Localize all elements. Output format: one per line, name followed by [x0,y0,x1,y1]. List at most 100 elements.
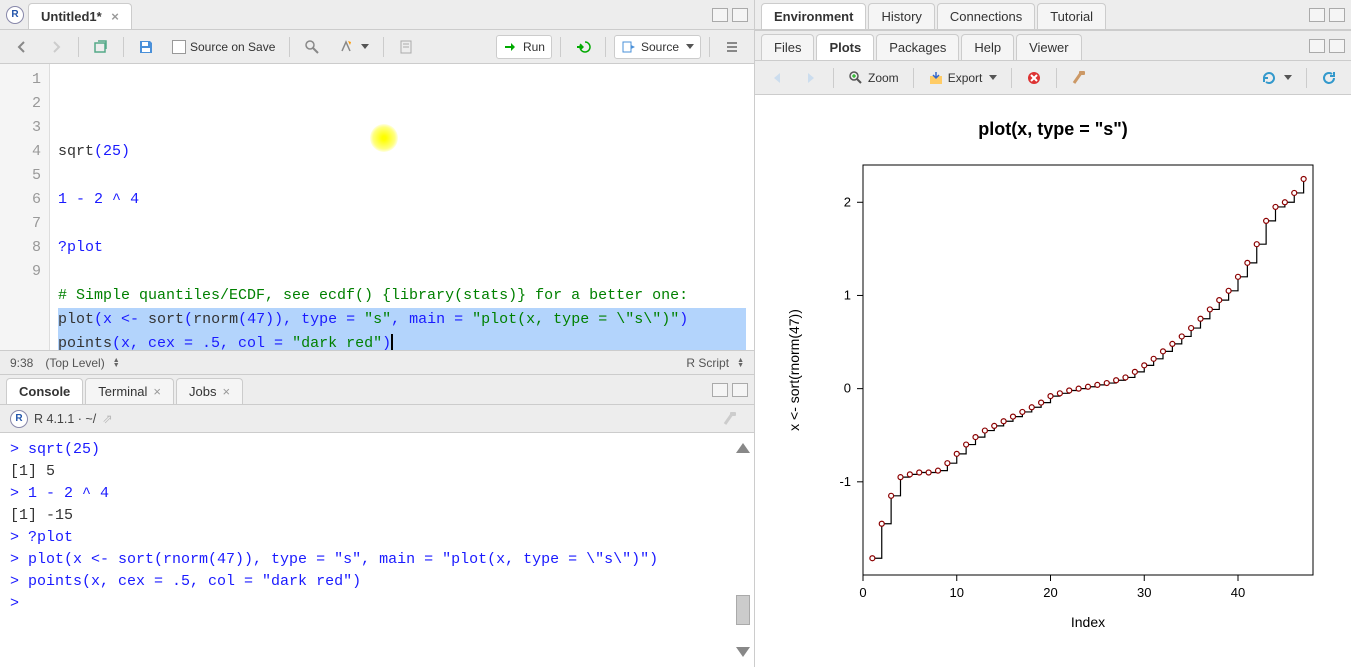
console-line: > plot(x <- sort(rnorm(47)), type = "s",… [10,549,744,571]
code-tools-button[interactable] [332,36,375,58]
plots-pane-controls [1309,39,1345,53]
close-icon[interactable]: × [153,384,161,399]
console-line: [1] -15 [10,505,744,527]
maximize-pane-icon[interactable] [732,383,748,397]
maximize-pane-icon[interactable] [1329,8,1345,22]
code-area[interactable]: sqrt(25) 1 - 2 ^ 4 ?plot # Simple quanti… [50,64,754,350]
line-gutter: 123456789 [0,64,50,350]
code-line[interactable]: points(x, cex = .5, col = "dark red") [58,332,746,350]
env-tab-history[interactable]: History [868,3,934,29]
remove-plot-button[interactable] [1020,67,1048,89]
svg-text:40: 40 [1231,585,1245,600]
scope-selector[interactable]: (Top Level)▲▼ [45,356,119,370]
files-tab-packages[interactable]: Packages [876,34,959,60]
refresh-plot-button[interactable] [1255,67,1298,89]
code-line[interactable] [58,164,746,188]
console-version: R 4.1.1 · ~/ [34,412,96,426]
clear-console-button[interactable] [716,408,744,430]
language-selector[interactable]: R Script▲▼ [686,356,744,370]
plots-toolbar: Zoom Export [755,61,1351,95]
plot-prev-button[interactable] [763,67,791,89]
files-tab-files[interactable]: Files [761,34,814,60]
env-tab-environment[interactable]: Environment [761,3,866,29]
console-tab-console[interactable]: Console [6,378,83,404]
save-button[interactable] [132,36,160,58]
source-on-save-label: Source on Save [190,40,275,54]
console-scrollbar[interactable] [734,443,752,657]
files-tabs: FilesPlotsPackagesHelpViewer [755,31,1351,61]
env-pane-controls [1309,8,1345,22]
compile-report-button[interactable] [392,36,420,58]
console-header: R R 4.1.1 · ~/ ⇗ [0,405,754,433]
source-btn-label: Source [641,40,679,54]
source-pane-controls [712,8,748,22]
export-button[interactable]: Export [922,67,1004,89]
console-line: > [10,593,744,615]
maximize-pane-icon[interactable] [1329,39,1345,53]
close-icon[interactable]: × [222,384,230,399]
left-column: R Untitled1* × Source on Save Ru [0,0,755,667]
code-line[interactable] [58,212,746,236]
code-line[interactable]: # Simple quantiles/ECDF, see ecdf() {lib… [58,284,746,308]
show-in-new-window-button[interactable] [87,36,115,58]
r-logo-icon: R [10,410,28,428]
console-line: > 1 - 2 ^ 4 [10,483,744,505]
console-line: [1] 5 [10,461,744,483]
source-button[interactable]: Source [614,35,701,59]
close-tab-icon[interactable]: × [111,9,119,24]
svg-text:30: 30 [1137,585,1151,600]
source-tab-title: Untitled1* [41,9,102,24]
minimize-pane-icon[interactable] [712,383,728,397]
minimize-pane-icon[interactable] [1309,39,1325,53]
console-body[interactable]: > sqrt(25)[1] 5> 1 - 2 ^ 4[1] -15> ?plot… [0,433,754,667]
source-on-save-checkbox[interactable]: Source on Save [166,37,281,57]
source-editor[interactable]: 123456789 sqrt(25) 1 - 2 ^ 4 ?plot # Sim… [0,64,754,350]
console-pane: ConsoleTerminal×Jobs× R R 4.1.1 · ~/ ⇗ >… [0,375,754,667]
plot-svg: plot(x, type = "s")010203040-1012Indexx … [773,105,1333,645]
scroll-up-icon[interactable] [736,443,750,453]
svg-text:10: 10 [950,585,964,600]
forward-button[interactable] [42,36,70,58]
scroll-down-icon[interactable] [736,647,750,657]
find-button[interactable] [298,36,326,58]
console-pane-controls [712,383,748,397]
minimize-pane-icon[interactable] [712,8,728,22]
rerun-button[interactable] [569,36,597,58]
code-line[interactable]: plot(x <- sort(rnorm(47)), type = "s", m… [58,308,746,332]
outline-button[interactable] [718,36,746,58]
env-tab-connections[interactable]: Connections [937,3,1035,29]
svg-text:20: 20 [1043,585,1057,600]
source-tab[interactable]: Untitled1* × [28,3,132,29]
code-line[interactable]: sqrt(25) [58,140,746,164]
console-line: > ?plot [10,527,744,549]
plot-area: plot(x, type = "s")010203040-1012Indexx … [755,95,1351,667]
svg-text:-1: -1 [839,474,851,489]
minimize-pane-icon[interactable] [1309,8,1325,22]
source-tabs: R Untitled1* × [0,0,754,30]
source-pane: R Untitled1* × Source on Save Ru [0,0,754,375]
files-tab-help[interactable]: Help [961,34,1014,60]
source-toolbar: Source on Save Run Source [0,30,754,64]
back-button[interactable] [8,36,36,58]
svg-text:1: 1 [844,287,851,302]
popout-icon[interactable]: ⇗ [102,411,112,426]
zoom-button[interactable]: Zoom [842,67,905,89]
code-line[interactable]: ?plot [58,236,746,260]
console-tab-terminal[interactable]: Terminal× [85,378,174,404]
files-tab-viewer[interactable]: Viewer [1016,34,1082,60]
run-button[interactable]: Run [496,35,552,59]
code-line[interactable]: 1 - 2 ^ 4 [58,188,746,212]
maximize-pane-icon[interactable] [732,8,748,22]
plot-next-button[interactable] [797,67,825,89]
files-tab-plots[interactable]: Plots [816,34,874,60]
svg-text:plot(x, type = "s"): plot(x, type = "s") [978,119,1128,139]
code-line[interactable] [58,260,746,284]
console-tab-jobs[interactable]: Jobs× [176,378,243,404]
env-tab-tutorial[interactable]: Tutorial [1037,3,1106,29]
svg-text:2: 2 [844,194,851,209]
console-tabs: ConsoleTerminal×Jobs× [0,375,754,405]
clear-plots-button[interactable] [1065,67,1093,89]
publish-plot-button[interactable] [1315,67,1343,89]
svg-text:x <- sort(rnorm(47)): x <- sort(rnorm(47)) [786,309,802,431]
scroll-thumb[interactable] [736,595,750,625]
